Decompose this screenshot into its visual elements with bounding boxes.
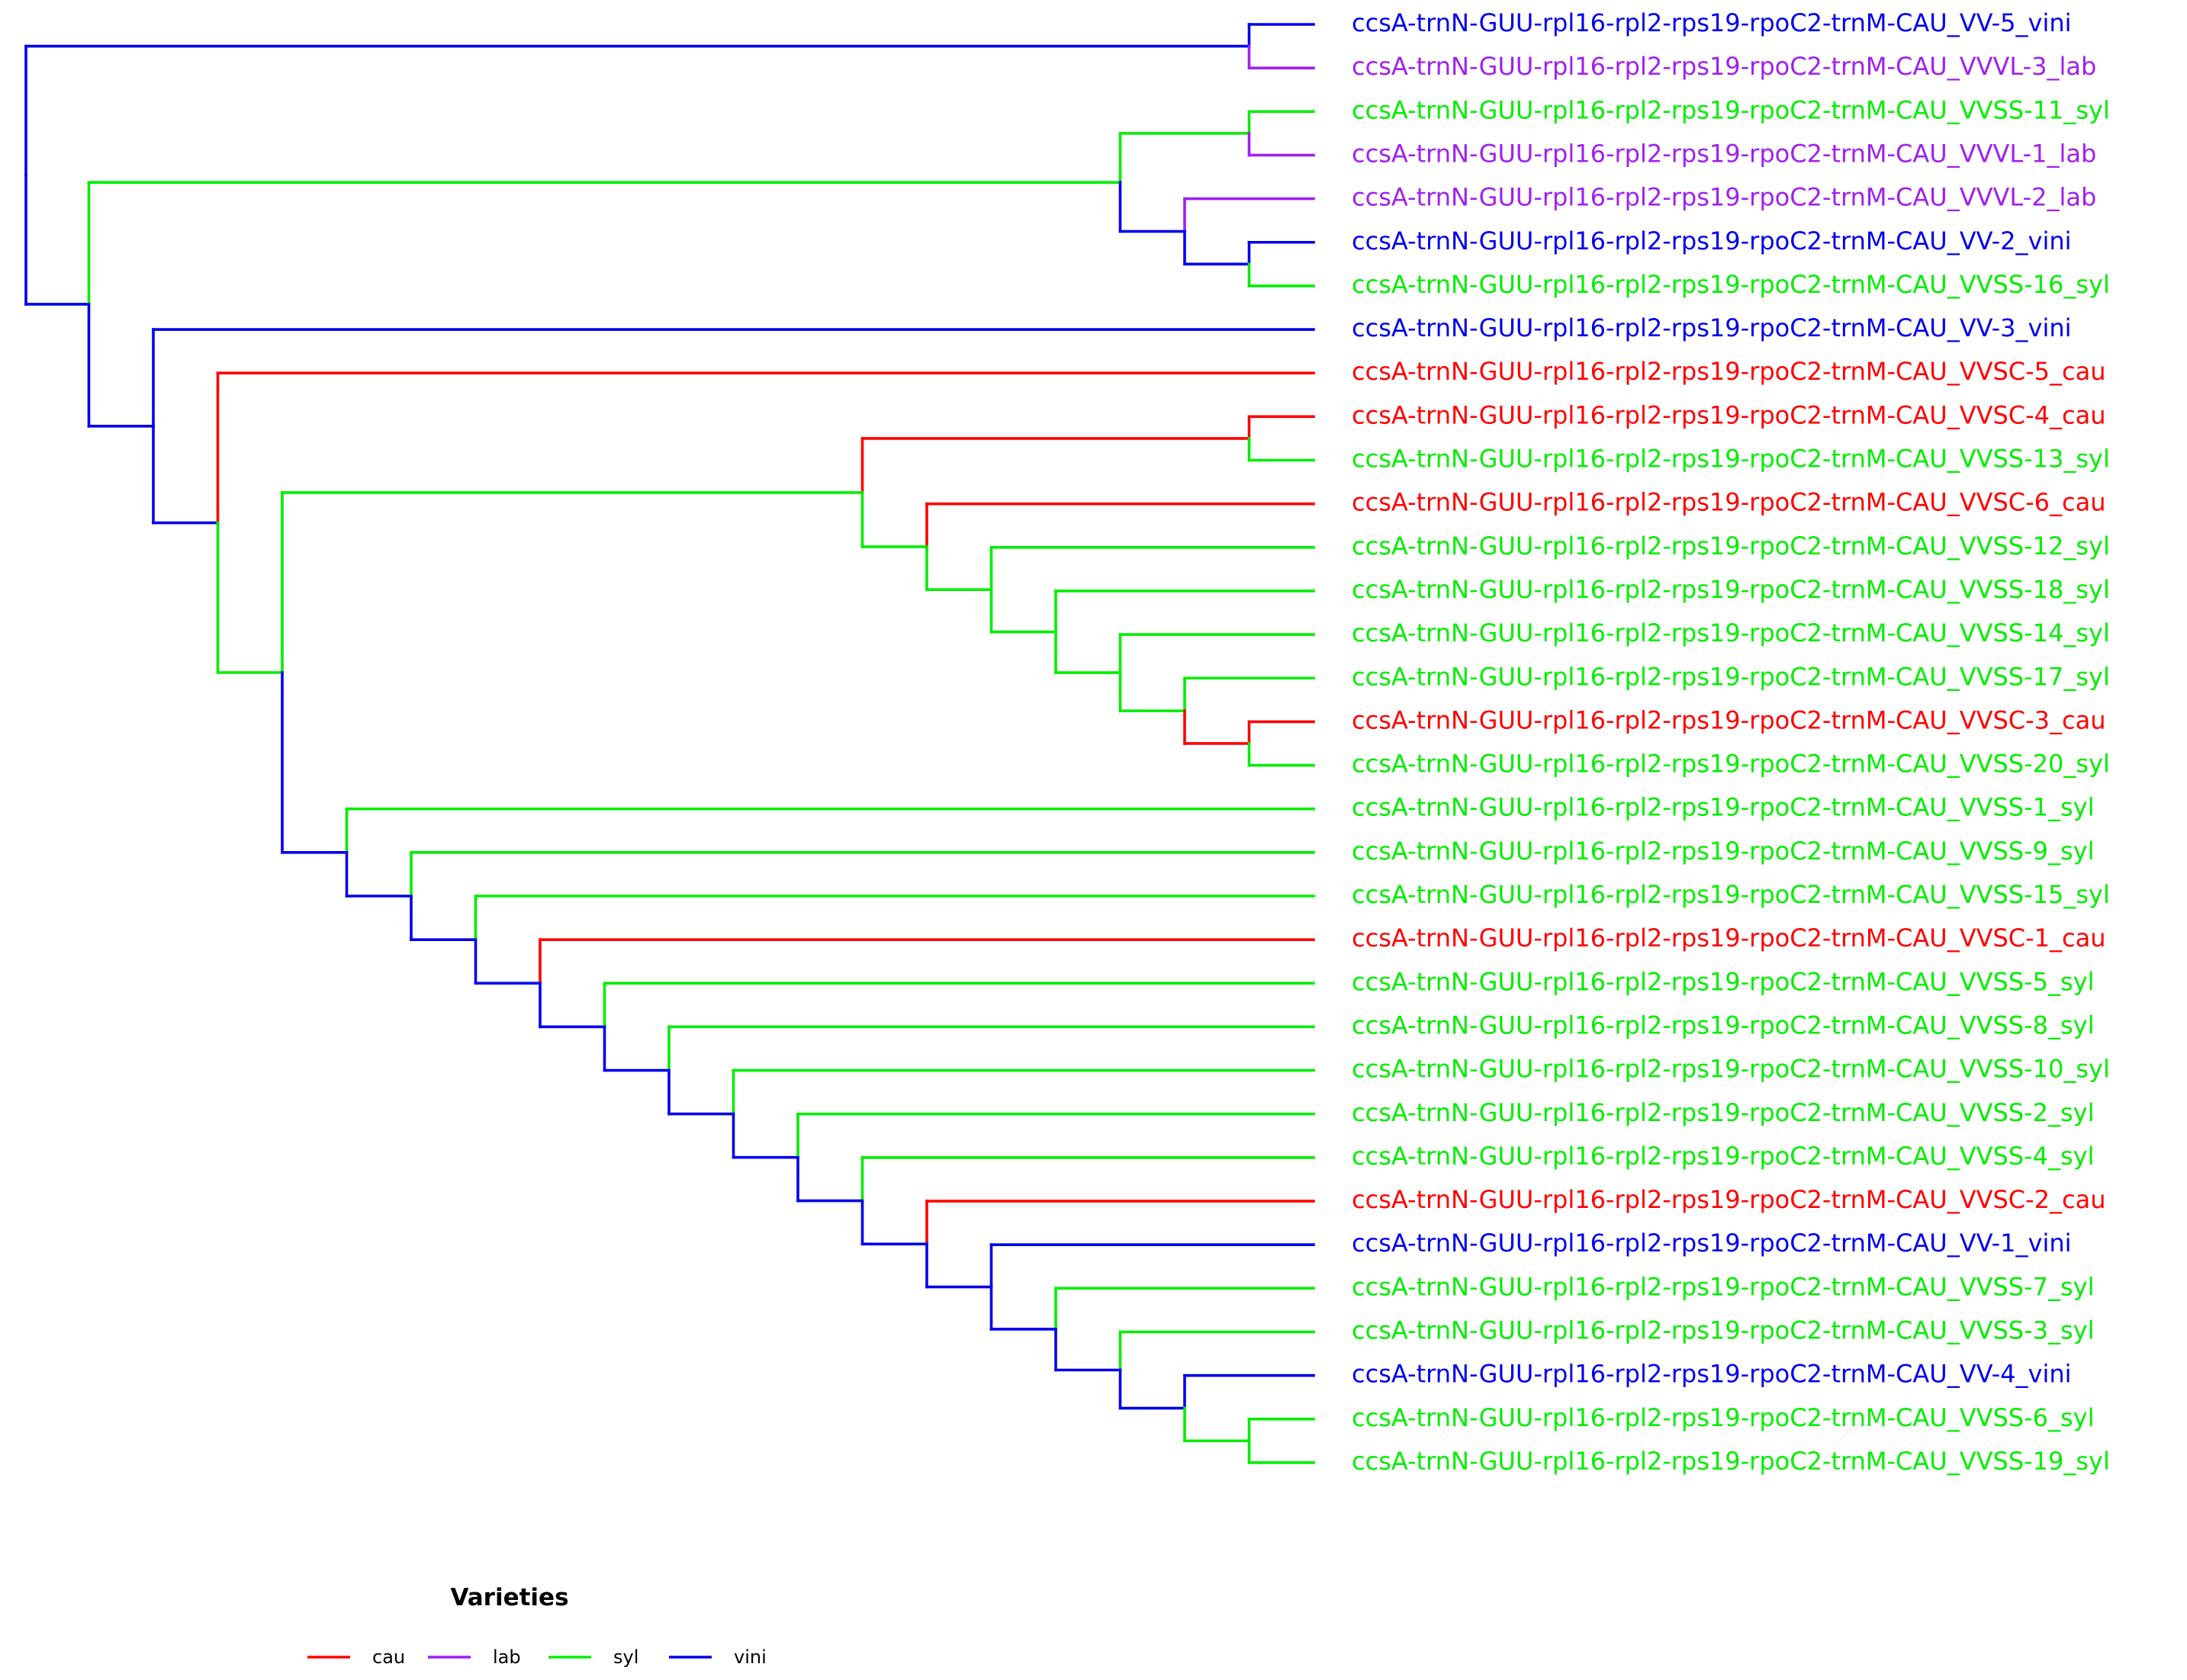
tree-branches <box>24 23 1315 1464</box>
legend-label-cau: cau <box>372 1646 405 1668</box>
tip-label: ccsA-trnN-GUU-rpl16-rpl2-rps19-rpoC2-trn… <box>1352 662 2110 691</box>
tip-label: ccsA-trnN-GUU-rpl16-rpl2-rps19-rpoC2-trn… <box>1352 52 2096 81</box>
legend-items: cau lab syl vini <box>307 1646 767 1668</box>
tip-label: ccsA-trnN-GUU-rpl16-rpl2-rps19-rpoC2-trn… <box>1352 488 2106 517</box>
tip-label: ccsA-trnN-GUU-rpl16-rpl2-rps19-rpoC2-trn… <box>1352 1447 2110 1476</box>
tip-label: ccsA-trnN-GUU-rpl16-rpl2-rps19-rpoC2-trn… <box>1352 1010 2095 1039</box>
tip-label: ccsA-trnN-GUU-rpl16-rpl2-rps19-rpoC2-trn… <box>1352 837 2095 866</box>
tip-label: ccsA-trnN-GUU-rpl16-rpl2-rps19-rpoC2-trn… <box>1352 1142 2095 1171</box>
tip-label: ccsA-trnN-GUU-rpl16-rpl2-rps19-rpoC2-trn… <box>1352 139 2096 168</box>
tip-label: ccsA-trnN-GUU-rpl16-rpl2-rps19-rpoC2-trn… <box>1352 1316 2095 1345</box>
tip-label: ccsA-trnN-GUU-rpl16-rpl2-rps19-rpoC2-trn… <box>1352 1185 2106 1214</box>
tip-label: ccsA-trnN-GUU-rpl16-rpl2-rps19-rpoC2-trn… <box>1352 1272 2095 1301</box>
tip-label: ccsA-trnN-GUU-rpl16-rpl2-rps19-rpoC2-trn… <box>1352 793 2095 822</box>
legend-label-vini: vini <box>734 1646 767 1668</box>
tip-label: ccsA-trnN-GUU-rpl16-rpl2-rps19-rpoC2-trn… <box>1352 95 2110 124</box>
tip-label: ccsA-trnN-GUU-rpl16-rpl2-rps19-rpoC2-trn… <box>1352 1229 2072 1258</box>
legend-label-lab: lab <box>493 1646 521 1668</box>
tip-label: ccsA-trnN-GUU-rpl16-rpl2-rps19-rpoC2-trn… <box>1352 705 2106 734</box>
legend-title: Varieties <box>450 1584 568 1611</box>
legend-label-syl: syl <box>613 1646 638 1668</box>
tip-label: ccsA-trnN-GUU-rpl16-rpl2-rps19-rpoC2-trn… <box>1352 618 2110 647</box>
tip-label: ccsA-trnN-GUU-rpl16-rpl2-rps19-rpoC2-trn… <box>1352 8 2072 37</box>
tip-label: ccsA-trnN-GUU-rpl16-rpl2-rps19-rpoC2-trn… <box>1352 313 2072 342</box>
legend: Varieties cau lab syl vini <box>307 1584 767 1668</box>
tip-label: ccsA-trnN-GUU-rpl16-rpl2-rps19-rpoC2-trn… <box>1352 575 2110 604</box>
tip-label: ccsA-trnN-GUU-rpl16-rpl2-rps19-rpoC2-trn… <box>1352 880 2110 909</box>
tip-label: ccsA-trnN-GUU-rpl16-rpl2-rps19-rpoC2-trn… <box>1352 400 2106 429</box>
tip-label: ccsA-trnN-GUU-rpl16-rpl2-rps19-rpoC2-trn… <box>1352 270 2110 299</box>
tip-label: ccsA-trnN-GUU-rpl16-rpl2-rps19-rpoC2-trn… <box>1352 357 2106 386</box>
tip-label: ccsA-trnN-GUU-rpl16-rpl2-rps19-rpoC2-trn… <box>1352 183 2096 212</box>
tip-label: ccsA-trnN-GUU-rpl16-rpl2-rps19-rpoC2-trn… <box>1352 750 2110 779</box>
tip-label: ccsA-trnN-GUU-rpl16-rpl2-rps19-rpoC2-trn… <box>1352 445 2110 474</box>
tip-label: ccsA-trnN-GUU-rpl16-rpl2-rps19-rpoC2-trn… <box>1352 924 2106 952</box>
tip-label: ccsA-trnN-GUU-rpl16-rpl2-rps19-rpoC2-trn… <box>1352 1098 2095 1127</box>
tip-label: ccsA-trnN-GUU-rpl16-rpl2-rps19-rpoC2-trn… <box>1352 532 2110 561</box>
tip-label: ccsA-trnN-GUU-rpl16-rpl2-rps19-rpoC2-trn… <box>1352 1360 2072 1389</box>
tip-label: ccsA-trnN-GUU-rpl16-rpl2-rps19-rpoC2-trn… <box>1352 226 2072 255</box>
tip-label: ccsA-trnN-GUU-rpl16-rpl2-rps19-rpoC2-trn… <box>1352 967 2095 996</box>
tip-labels: ccsA-trnN-GUU-rpl16-rpl2-rps19-rpoC2-trn… <box>1352 8 2110 1476</box>
tip-label: ccsA-trnN-GUU-rpl16-rpl2-rps19-rpoC2-trn… <box>1352 1055 2110 1084</box>
tip-label: ccsA-trnN-GUU-rpl16-rpl2-rps19-rpoC2-trn… <box>1352 1403 2095 1432</box>
